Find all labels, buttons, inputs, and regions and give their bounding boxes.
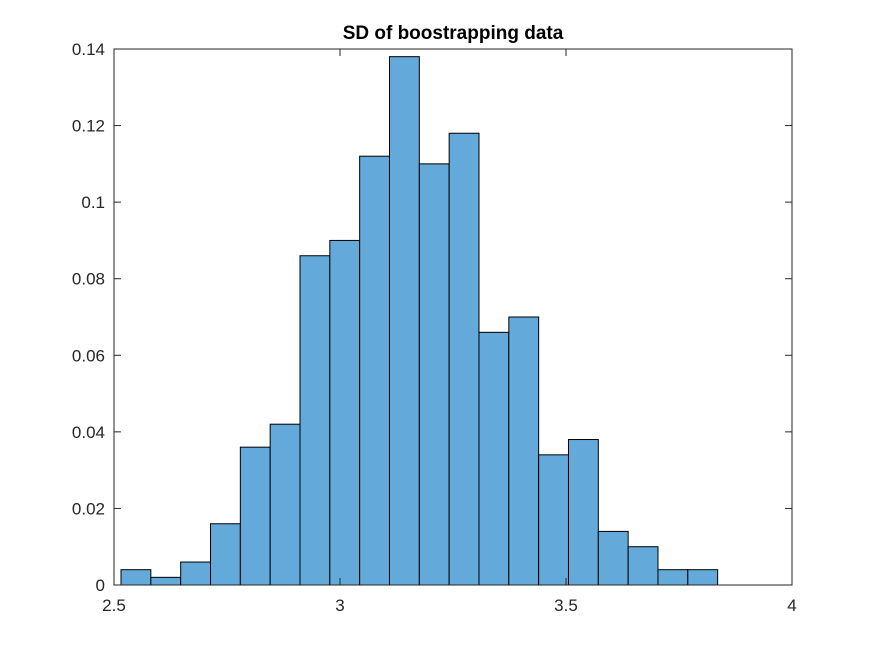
chart-title: SD of boostrapping data [343,23,564,44]
histogram-bar [269,423,301,586]
y-tick-label: 0.02 [72,499,105,518]
histogram-bar [239,446,271,586]
histogram-bar [448,132,480,586]
histogram-bar [150,576,182,586]
x-tick-label: 4 [787,596,796,615]
y-tick-label: 0 [96,576,105,595]
histogram-bar [478,331,510,586]
histogram-bar [180,561,212,586]
bars-group [120,56,719,586]
y-tick-label: 0.14 [72,40,105,59]
axes-group: 2.5 3 3.5 4 0 0.02 0.04 0.06 0.08 0.1 0.12 0.14 [72,40,797,615]
x-tick-label: 2.5 [102,596,126,615]
y-tick-label: 0.12 [72,117,105,136]
histogram-bar [508,316,540,586]
x-tick-label: 3 [335,596,344,615]
histogram-bar [627,546,659,586]
histogram-bar [687,569,719,586]
histogram-bar [418,163,450,586]
histogram-bar [388,56,420,586]
y-tick-label: 0.08 [72,270,105,289]
y-tick-label: 0.1 [81,193,105,212]
histogram-bar [359,155,390,586]
y-tick-label: 0.06 [72,346,105,365]
histogram-bar [329,239,361,586]
plot-frame [113,48,793,586]
histogram-bar [567,439,599,586]
histogram-bar [597,530,629,586]
histogram-bar [538,454,569,586]
histogram-bar [210,523,241,586]
histogram-bar [120,569,152,586]
x-tick-label: 3.5 [554,596,578,615]
histogram-bar [657,569,689,586]
histogram-bar [299,255,331,586]
y-tick-label: 0.04 [72,423,105,442]
